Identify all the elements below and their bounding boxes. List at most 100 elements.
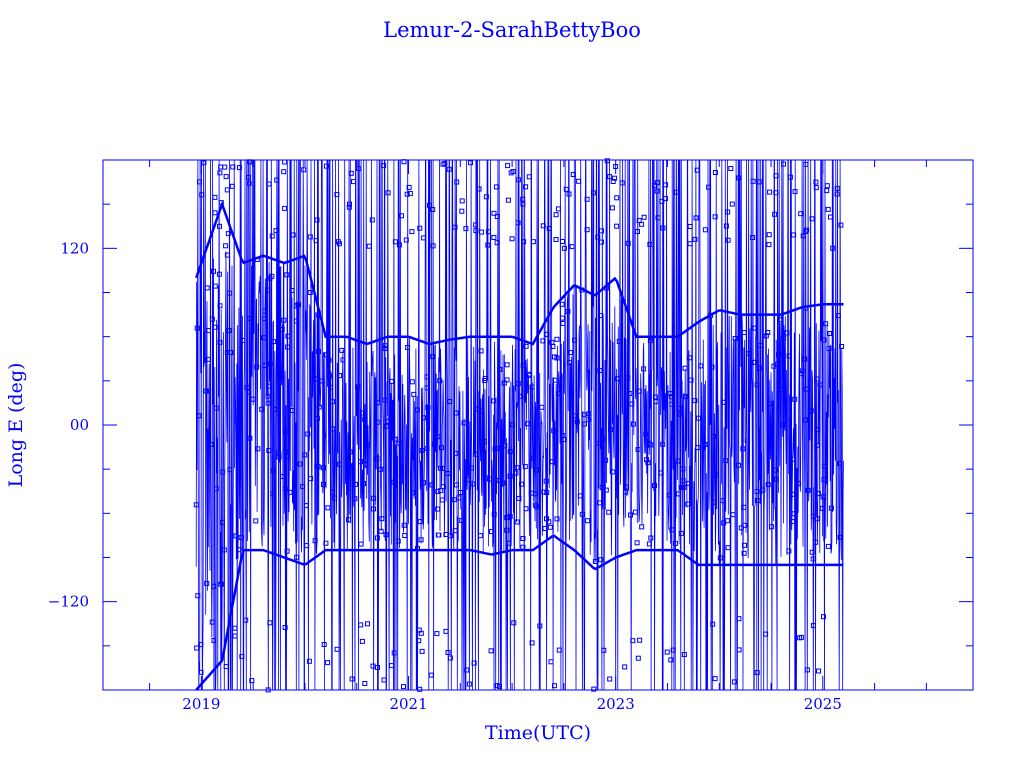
data-point <box>529 640 535 646</box>
data-point <box>421 480 426 486</box>
data-point <box>337 373 343 379</box>
data-point <box>693 215 699 221</box>
data-point <box>470 481 476 487</box>
data-point <box>204 285 210 291</box>
data-point <box>675 458 681 464</box>
data-point <box>765 482 771 488</box>
data-point <box>685 480 691 486</box>
data-point <box>224 187 230 193</box>
data-point <box>528 490 534 496</box>
data-point <box>356 166 362 172</box>
data-point <box>537 623 543 629</box>
data-point <box>402 533 408 538</box>
data-point <box>392 436 398 442</box>
data-point <box>206 328 211 334</box>
data-point <box>544 331 550 337</box>
data-point <box>767 189 773 195</box>
data-point <box>389 663 394 669</box>
data-point <box>282 449 288 454</box>
data-point <box>227 467 233 473</box>
data-point <box>303 503 309 509</box>
data-point <box>443 628 449 634</box>
data-point <box>567 360 572 366</box>
data-point <box>754 670 760 676</box>
data-point <box>262 308 268 314</box>
data-point <box>790 456 796 462</box>
data-point <box>271 339 277 345</box>
data-point <box>636 218 642 224</box>
data-point <box>509 236 515 242</box>
data-point <box>554 355 560 361</box>
data-point <box>382 346 388 351</box>
data-point <box>305 431 311 437</box>
data-point <box>352 481 358 487</box>
data-point <box>196 413 202 419</box>
data-point <box>230 164 236 170</box>
data-point <box>435 532 441 538</box>
data-point <box>218 164 224 170</box>
data-point <box>463 226 469 232</box>
data-point <box>283 429 289 435</box>
data-point <box>313 376 319 382</box>
data-point <box>282 159 288 165</box>
data-point <box>327 373 333 379</box>
data-point <box>276 450 282 456</box>
data-point <box>249 678 255 684</box>
data-point <box>507 473 513 479</box>
data-point <box>598 313 603 319</box>
data-point <box>647 241 653 247</box>
data-point <box>485 229 491 235</box>
data-point <box>579 511 585 517</box>
data-point <box>511 620 517 626</box>
data-point <box>273 228 279 234</box>
data-point <box>597 500 602 506</box>
data-point <box>725 237 731 243</box>
data-point <box>835 313 841 319</box>
data-point <box>491 511 497 517</box>
data-point <box>635 446 641 452</box>
data-point <box>421 415 427 421</box>
data-point <box>352 496 358 502</box>
data-point <box>504 515 510 521</box>
data-point <box>546 226 552 231</box>
data-point <box>607 174 613 180</box>
data-point <box>751 325 757 331</box>
data-point <box>698 363 704 369</box>
data-point <box>363 449 369 455</box>
data-point <box>223 664 229 670</box>
data-point <box>355 384 361 390</box>
data-point <box>648 535 654 541</box>
data-point <box>730 512 736 518</box>
data-point <box>315 349 321 354</box>
data-point <box>217 170 223 176</box>
data-point <box>670 647 676 653</box>
data-point <box>205 356 211 362</box>
data-point <box>417 686 423 692</box>
data-point <box>711 434 716 440</box>
data-point <box>614 195 620 201</box>
data-point <box>755 498 761 504</box>
data-point <box>681 652 687 657</box>
data-point <box>447 399 453 404</box>
data-point <box>484 475 490 481</box>
data-point <box>655 215 661 221</box>
data-point <box>308 476 314 482</box>
data-point <box>559 301 565 307</box>
data-point <box>667 492 673 498</box>
data-point <box>584 196 590 202</box>
data-point <box>765 330 771 335</box>
data-point <box>520 544 526 550</box>
data-point <box>579 287 585 293</box>
data-point <box>725 209 731 215</box>
data-point <box>212 210 218 216</box>
data-point <box>497 367 503 372</box>
data-point <box>736 647 742 653</box>
data-point <box>754 382 760 388</box>
data-point <box>599 436 605 442</box>
data-point <box>280 474 286 480</box>
data-point <box>437 378 443 384</box>
data-point <box>316 312 322 318</box>
data-point <box>314 463 320 469</box>
data-point <box>339 347 345 353</box>
data-point <box>660 441 666 447</box>
